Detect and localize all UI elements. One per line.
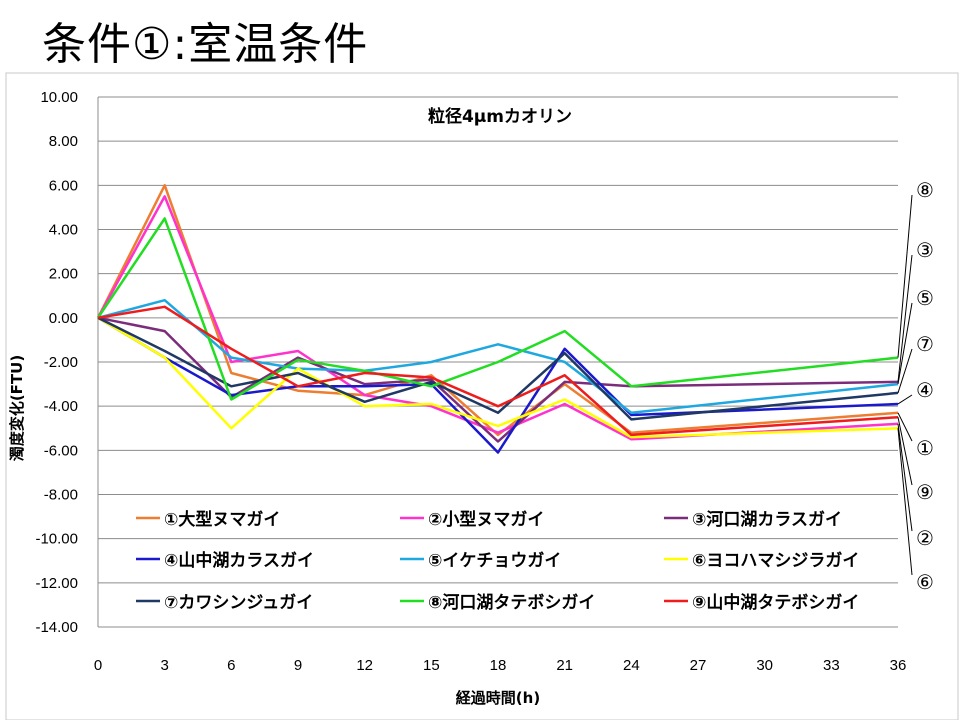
callout-label: ⑧ xyxy=(916,178,934,202)
x-tick-labels: 0 3 6 9 12 15 18 21 24 27 30 33 36 xyxy=(94,657,907,674)
callout-leader xyxy=(897,348,913,394)
x-axis-title: 経過時間(h) xyxy=(456,689,540,707)
chart-grid xyxy=(97,96,898,628)
legend-entry: ④山中湖カラスガイ xyxy=(164,550,314,571)
chart-series xyxy=(96,184,899,454)
x-tick-label: 0 xyxy=(94,657,102,674)
callout-label: ④ xyxy=(916,378,934,402)
chart-frame xyxy=(5,72,959,720)
series-line xyxy=(97,316,899,439)
legend-entry: ⑦カワシンジュガイ xyxy=(164,593,313,613)
y-tick-labels: 10.00 8.00 6.00 4.00 2.00 0.00 -2.00 -4.00 -6.00… xyxy=(35,89,78,636)
callout-leader xyxy=(897,302,913,385)
x-tick-label: 15 xyxy=(423,657,440,674)
y-tick-label: 0.00 xyxy=(49,310,78,327)
y-tick-label: 8.00 xyxy=(49,133,78,150)
y-tick-label: 4.00 xyxy=(49,222,78,239)
chart-legend: ①大型ヌマガイ ②小型ヌマガイ ③河口湖カラスガイ ④山中湖カラスガイ ⑤イケチョウガイ… xyxy=(136,509,859,613)
legend-entry: ②小型ヌマガイ xyxy=(428,509,544,530)
legend-entry: ⑥ヨコハマシジラガイ xyxy=(692,551,859,571)
legend-entry: ⑨山中湖タテボシガイ xyxy=(692,592,859,613)
y-tick-label: -14.00 xyxy=(35,619,78,636)
callout-label: ⑤ xyxy=(916,286,934,310)
callout-label: ⑥ xyxy=(916,570,934,594)
callout-label: ② xyxy=(916,526,934,550)
y-tick-label: 6.00 xyxy=(49,177,78,194)
y-tick-label: -2.00 xyxy=(44,354,78,371)
callout-label: ③ xyxy=(916,238,934,262)
x-tick-label: 36 xyxy=(890,657,907,674)
legend-entry: ①大型ヌマガイ xyxy=(164,509,280,530)
series-line xyxy=(97,305,899,437)
callout-leader xyxy=(897,254,913,382)
callout-label: ⑨ xyxy=(916,480,934,504)
y-axis-title: 濁度変化(FTU) xyxy=(8,355,26,461)
y-tick-label: -12.00 xyxy=(35,575,78,592)
y-tick-label: -4.00 xyxy=(44,398,78,415)
legend-entry: ③河口湖カラスガイ xyxy=(692,510,842,530)
series-line xyxy=(96,217,899,401)
series-line xyxy=(97,316,899,443)
callout-label: ① xyxy=(916,436,934,460)
slide-title: 条件①:室温条件 xyxy=(42,19,369,70)
legend-entry: ⑤イケチョウガイ xyxy=(428,551,561,571)
legend-entry: ⑧河口湖タテボシガイ xyxy=(428,593,595,613)
callout-leader xyxy=(897,423,913,532)
chart-title: 粒径4μmカオリン xyxy=(428,106,572,127)
x-tick-label: 24 xyxy=(623,657,640,674)
series-callouts: ⑧ ③ ⑤ ⑦ ④ ① ⑨ ② ⑥ xyxy=(897,178,934,594)
callout-leader xyxy=(897,417,913,486)
y-tick-label: 2.00 xyxy=(49,266,78,283)
x-tick-label: 9 xyxy=(294,657,302,674)
callout-label: ⑦ xyxy=(916,332,934,356)
x-tick-label: 18 xyxy=(490,657,507,674)
series-line xyxy=(96,195,899,441)
x-tick-label: 33 xyxy=(823,657,840,674)
series-line xyxy=(97,316,899,454)
x-tick-label: 21 xyxy=(556,657,573,674)
x-tick-label: 6 xyxy=(227,657,235,674)
y-tick-label: 10.00 xyxy=(40,89,78,106)
y-tick-label: -6.00 xyxy=(44,442,78,459)
y-tick-label: -10.00 xyxy=(35,531,78,548)
callout-leader xyxy=(897,412,913,442)
series-line xyxy=(97,316,899,421)
x-tick-label: 12 xyxy=(356,657,373,674)
x-tick-label: 27 xyxy=(690,657,707,674)
callout-leader xyxy=(897,394,913,405)
y-tick-label: -8.00 xyxy=(44,487,78,504)
callout-leader xyxy=(897,428,913,576)
x-tick-label: 3 xyxy=(160,657,168,674)
x-tick-label: 30 xyxy=(756,657,773,674)
callout-leader xyxy=(897,194,913,358)
